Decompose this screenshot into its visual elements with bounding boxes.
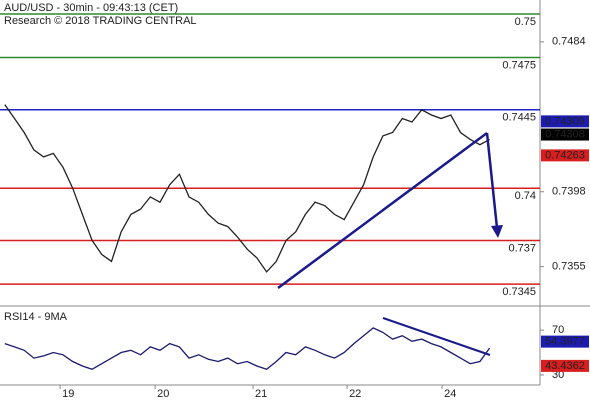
y-tick-label: 0.7484 <box>552 36 586 48</box>
price-tag <box>541 335 589 348</box>
forecast-arrow <box>485 132 499 229</box>
x-tick-label: 19 <box>62 388 74 400</box>
level-label: 0.7345 <box>502 286 536 298</box>
y-tick-label: 70 <box>552 324 564 336</box>
rsi-trend-line <box>382 317 491 356</box>
price-tag <box>541 128 589 141</box>
price-tag-label: 43.4362 <box>545 360 585 372</box>
level-label: 0.75 <box>515 16 536 28</box>
x-tick-label: 24 <box>444 388 456 400</box>
price-tag <box>541 115 589 128</box>
price-tag-label: 54.3977 <box>545 336 585 348</box>
price-tag-label: 0.74308 <box>545 128 585 140</box>
price-line <box>4 327 491 371</box>
chart-title: AUD/USD - 30min - 09:43:13 (CET) <box>4 2 178 14</box>
level-label: 0.7445 <box>502 112 536 124</box>
trend-line <box>277 131 488 290</box>
arrow-head <box>491 225 503 238</box>
x-tick-label: 21 <box>255 388 267 400</box>
price-line <box>4 104 490 273</box>
price-tag-label: 0.74263 <box>545 149 585 161</box>
y-tick-label: 0.7355 <box>552 261 586 273</box>
chart-subtitle: Research © 2018 TRADING CENTRAL <box>4 15 197 27</box>
price-tag <box>541 149 589 162</box>
level-label: 0.7475 <box>502 59 536 71</box>
price-tag <box>541 359 589 372</box>
x-tick-label: 20 <box>157 388 169 400</box>
indicator-title: RSI14 - 9MA <box>4 311 68 323</box>
price-tag-label: 0.74309 <box>545 115 585 127</box>
level-label: 0.74 <box>515 190 536 202</box>
level-label: 0.737 <box>508 242 536 254</box>
x-tick-label: 22 <box>349 388 361 400</box>
y-tick-label: 0.7398 <box>552 186 586 198</box>
